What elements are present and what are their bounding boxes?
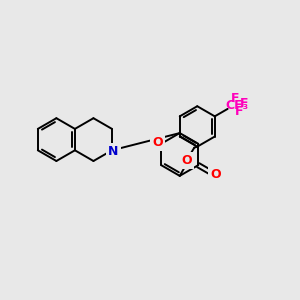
Text: F: F — [235, 105, 244, 119]
Text: N: N — [108, 145, 118, 158]
Text: O: O — [152, 136, 163, 149]
Text: O: O — [182, 154, 192, 167]
Text: CF₃: CF₃ — [226, 99, 249, 112]
Text: O: O — [210, 168, 221, 181]
Text: F: F — [240, 97, 248, 110]
Text: F: F — [231, 92, 239, 105]
